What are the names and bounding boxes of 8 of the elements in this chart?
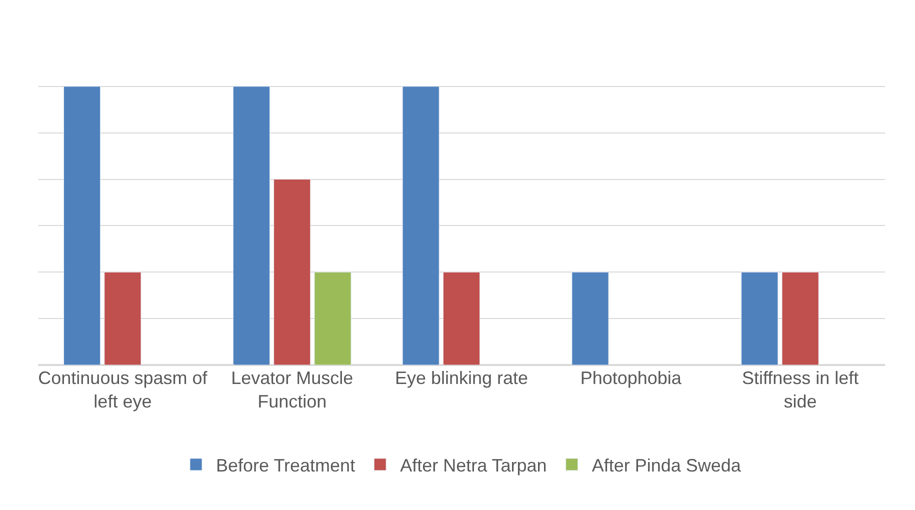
x-tick-label: Photophobia (580, 368, 682, 388)
legend-label: After Pinda Sweda (592, 455, 742, 476)
legend-label: After Netra Tarpan (400, 455, 547, 476)
x-tick-label: Stiffness in left side (742, 368, 859, 412)
x-tick-label: Continuous spasm of left eye (38, 368, 208, 412)
x-tick-label: Levator Muscle Function (231, 368, 354, 412)
legend-label: Before Treatment (216, 455, 356, 476)
x-tick-label: Eye blinking rate (394, 368, 528, 388)
